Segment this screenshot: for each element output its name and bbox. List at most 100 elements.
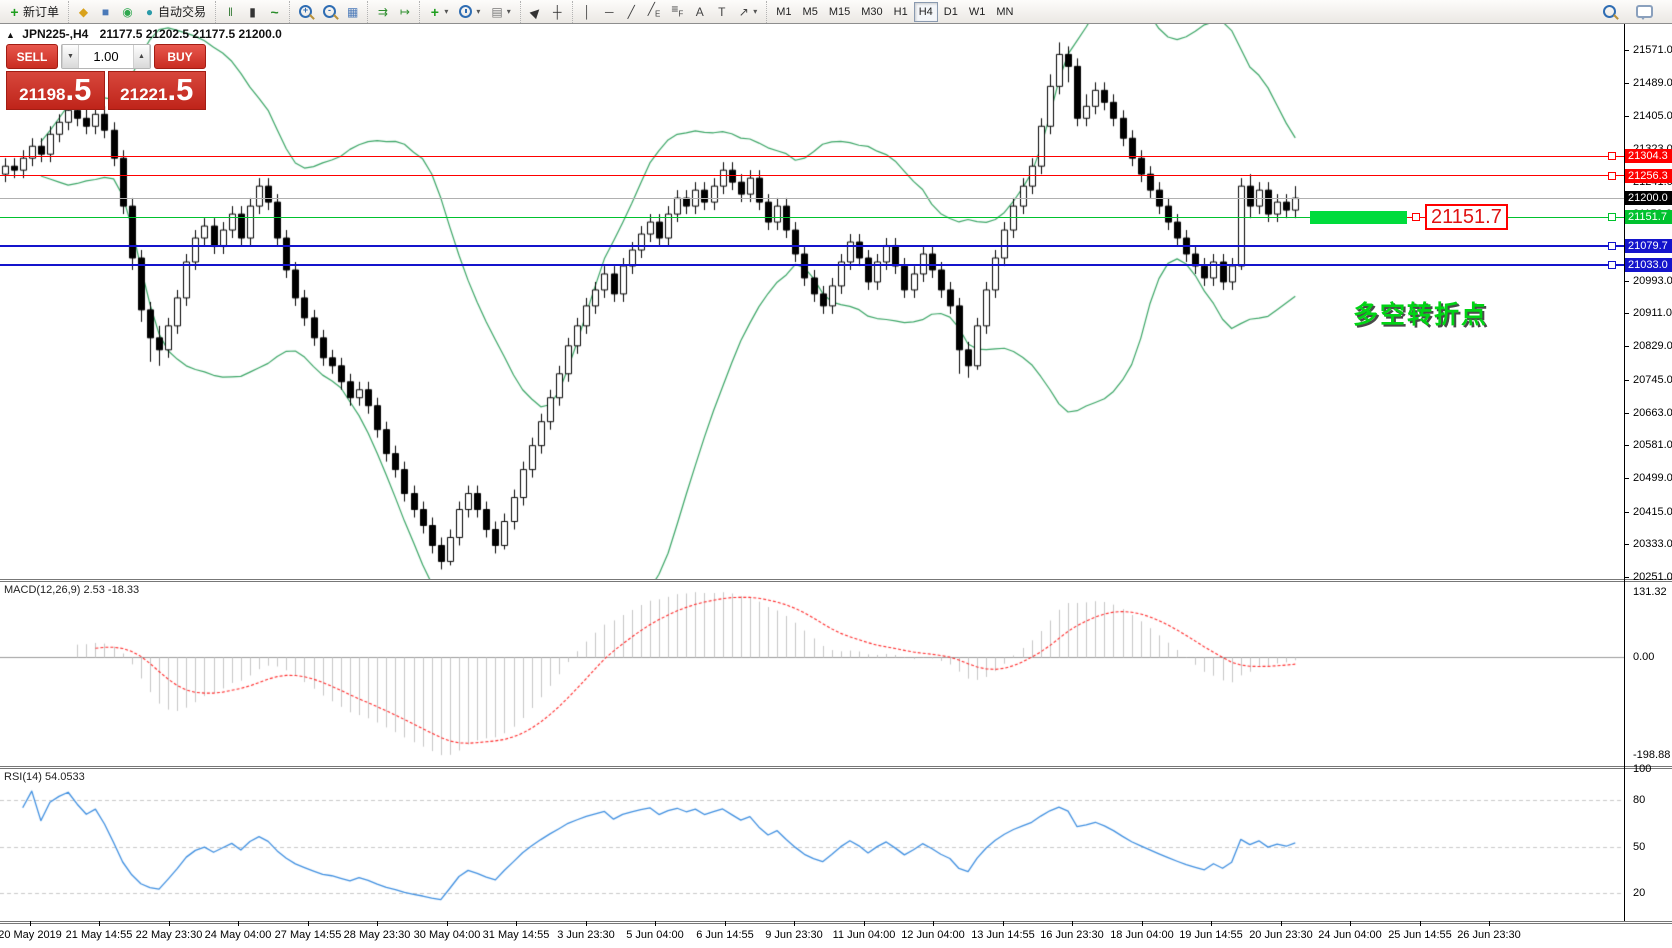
text-button[interactable]: A [689,2,710,22]
rsi-indicator-canvas[interactable] [0,769,1624,921]
search-icon [1603,5,1619,20]
macd-label: MACD(12,26,9) 2.53 -18.33 [4,584,140,596]
chevron-down-icon[interactable]: ▾ [444,7,449,16]
level-line-handle[interactable] [1608,171,1616,180]
level-line-21304.3[interactable] [0,155,1624,157]
chat-button[interactable] [1631,2,1658,22]
time-tick-mark [586,921,587,926]
text-icon: A [695,4,704,19]
autotrading-button[interactable]: ● 自动交易 [139,2,211,22]
volume-input[interactable] [79,45,133,68]
tile-windows-icon: ▦ [347,4,359,19]
annotation-handle[interactable] [1412,213,1420,221]
price-tick-mark [1624,280,1629,282]
new-order-button[interactable]: + 新订单 [4,2,64,22]
price-tag-21304.3: 21304.3 [1625,149,1672,164]
zoom-out-button[interactable]: - [318,2,341,22]
time-tick-mark [1489,921,1490,926]
timeframe-button-mn[interactable]: MN [991,2,1018,22]
rsi-axis-label: 50 [1633,840,1646,853]
chevron-down-icon[interactable]: ▾ [506,7,511,16]
line-chart-type-button[interactable]: ~ [264,2,285,22]
auto-scroll-button[interactable]: ⇉ [372,2,393,22]
sell-button[interactable]: SELL [6,44,58,69]
bar-chart-type-button[interactable]: ‖ [220,2,241,22]
price-axis-line [1624,24,1625,921]
timeframe-button-h4[interactable]: H4 [913,1,938,22]
navigator-button[interactable]: ■ [95,2,116,22]
level-line-21151.7[interactable] [0,216,1624,218]
collapse-triangle-icon[interactable]: ▲ [6,30,15,40]
horizontal-line-icon: ─ [605,4,614,19]
level-line-handle[interactable] [1608,213,1616,222]
price-tick-mark [1624,82,1629,84]
timeframe-button-m15[interactable]: M15 [824,2,855,22]
level-line-21079.7[interactable] [0,245,1624,248]
line-chart-type-icon: ~ [270,3,279,20]
buy-button[interactable]: BUY [154,44,206,69]
cursor-button[interactable]: ▶ [525,2,546,22]
timeframe-button-m5[interactable]: M5 [798,2,823,22]
turning-point-text[interactable]: 多空转折点 [1353,301,1489,329]
search-button[interactable] [1598,2,1621,22]
zoom-out-icon: - [323,5,339,20]
arrows-button[interactable]: ↗ ▾ [733,2,762,22]
crosshair-button[interactable]: ┼ [547,2,568,22]
time-tick-label: 18 Jun 04:00 [1110,929,1174,941]
timeframe-button-h1[interactable]: H1 [889,2,913,22]
pane-separator-main-macd[interactable] [0,579,1672,582]
level-line-21200.0[interactable] [0,197,1624,199]
text-label-button[interactable]: T [711,2,732,22]
turning-point-rectangle[interactable] [1310,211,1407,224]
time-tick-mark [516,921,517,926]
time-tick-mark [1142,921,1143,926]
equidistant-channel-button[interactable]: ╱E [643,2,666,22]
text-label-icon: T [718,4,726,19]
chevron-down-icon[interactable]: ▾ [476,7,481,16]
time-tick-label: 21 May 14:55 [65,929,133,941]
zoom-in-button[interactable]: + [294,2,317,22]
vertical-line-button[interactable]: │ [577,2,598,22]
time-tick-mark [725,921,726,926]
candlestick-chart-canvas[interactable] [0,24,1624,580]
price-tag-21079.7: 21079.7 [1625,239,1672,254]
level-line-handle[interactable] [1608,242,1616,251]
time-tick-label: 27 May 14:55 [274,929,342,941]
time-tick-mark [377,921,378,926]
tile-windows-button[interactable]: ▦ [342,2,363,22]
volume-decrease-button[interactable]: ▼ [62,45,79,68]
level-line-handle[interactable] [1608,260,1616,269]
buy-price-display[interactable]: 21221.5 [107,71,206,110]
zoom-in-icon: + [299,5,315,20]
price-tick-label: 20663.0 [1633,406,1672,419]
chevron-down-icon[interactable]: ▾ [753,7,758,16]
turning-point-price-label[interactable]: 21151.7 [1425,204,1508,230]
level-line-21033.0[interactable] [0,263,1624,266]
chart-shift-button[interactable]: ↦ [394,2,415,22]
time-tick-mark [1072,921,1073,926]
templates-button[interactable]: ▤ ▾ [486,2,515,22]
candlestick-chart-type-button[interactable]: ▮ [242,2,263,22]
market-watch-button[interactable]: ◆ [73,2,94,22]
pane-separator-macd-rsi[interactable] [0,766,1672,769]
volume-increase-button[interactable]: ▲ [133,45,150,68]
timeframe-button-m1[interactable]: M1 [771,2,796,22]
periods-button[interactable]: ▾ [454,2,485,22]
time-tick-label: 12 Jun 04:00 [901,929,965,941]
timeframe-button-d1[interactable]: D1 [939,2,963,22]
trendline-button[interactable]: ╱ [621,2,642,22]
level-line-handle[interactable] [1608,152,1616,161]
signals-button[interactable]: ◉ [117,2,138,22]
macd-indicator-canvas[interactable] [0,582,1624,766]
rsi-axis-label: 20 [1633,887,1646,899]
timeframe-button-w1[interactable]: W1 [964,2,991,22]
rsi-axis-label: 100 [1633,763,1652,775]
indicators-button[interactable]: + ▾ [424,2,453,22]
timeframe-button-m30[interactable]: M30 [856,2,887,22]
autotrading-icon: ● [145,4,154,19]
sell-price-display[interactable]: 21198.5 [6,71,105,110]
fibonacci-retracement-button[interactable]: ≡F [666,2,688,22]
horizontal-line-button[interactable]: ─ [599,2,620,22]
chart-shift-icon: ↦ [399,4,410,19]
level-line-21256.3[interactable] [0,175,1624,177]
